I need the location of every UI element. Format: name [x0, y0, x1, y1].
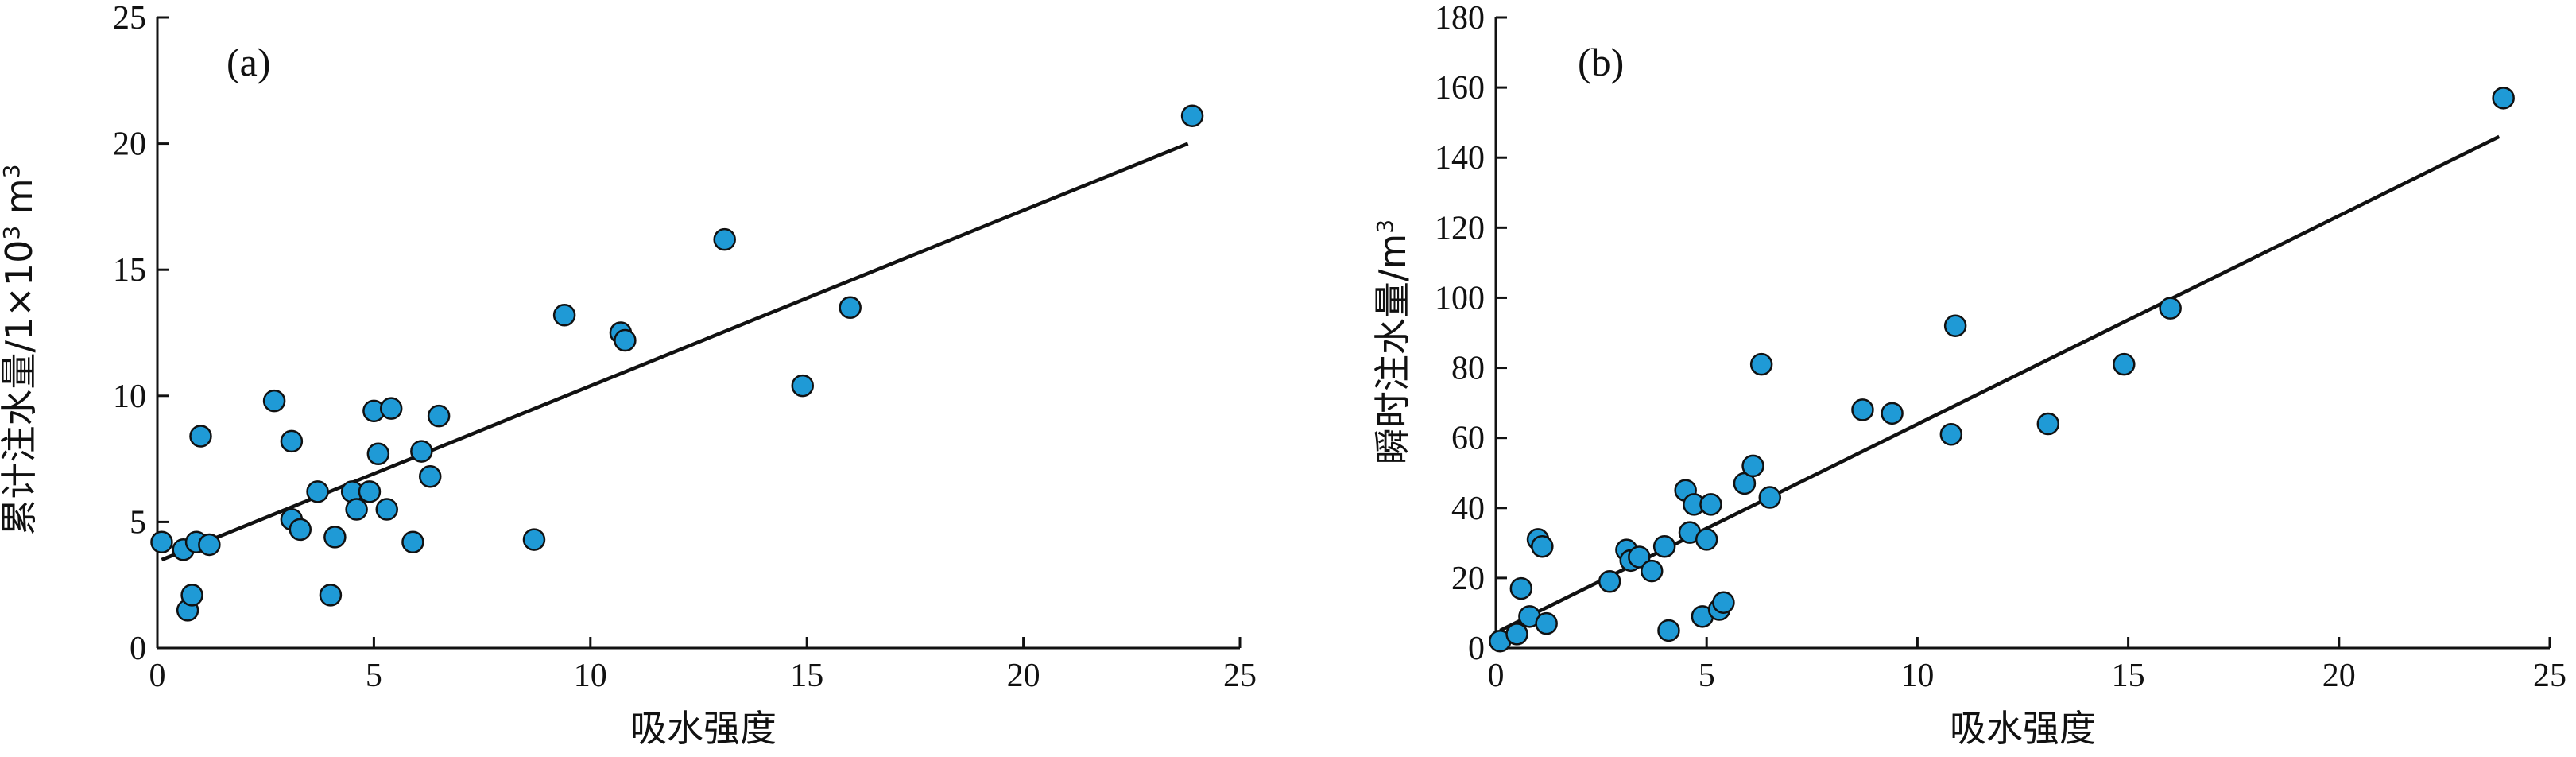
- data-point-b: [1712, 591, 1735, 614]
- y-tick-label-b: 0: [1468, 631, 1485, 667]
- data-point-a: [713, 227, 736, 251]
- data-point-a: [1180, 104, 1204, 127]
- y-axis-title-a-main: 累计注水量/1×10: [0, 240, 41, 536]
- data-point-b: [1505, 623, 1528, 646]
- data-point-b: [1851, 398, 1874, 421]
- data-point-b: [1695, 528, 1718, 551]
- data-point-b: [1758, 486, 1782, 509]
- y-tick-label-b: 160: [1435, 70, 1485, 107]
- chart-panel-a: (a) 吸水强度 累计注水量/1×103 m3 0 5 10 15 20 25051015…: [0, 0, 1257, 750]
- data-point-a: [522, 528, 546, 551]
- data-point-a: [198, 533, 221, 557]
- x-tick-label-a: 0: [149, 658, 166, 694]
- x-axis-title-b: 吸水强度: [1950, 707, 2096, 750]
- x-tick-label-a: 10: [574, 658, 607, 694]
- data-point-b: [2113, 352, 2136, 376]
- y-axis-title-b-exp: 3: [1372, 219, 1398, 234]
- data-point-a: [839, 296, 862, 320]
- y-axis-title-b: 瞬时注水量/m3: [1371, 219, 1414, 464]
- data-point-b: [1939, 423, 1963, 446]
- x-tick-label-a: 20: [1007, 658, 1040, 694]
- data-point-b: [1699, 493, 1722, 516]
- data-point-a: [289, 518, 312, 542]
- data-point-b: [2159, 297, 2182, 320]
- data-point-a: [306, 480, 329, 503]
- x-tick-label-b: 0: [1488, 658, 1505, 694]
- y-tick-label-b: 120: [1435, 210, 1485, 247]
- data-point-a: [614, 328, 637, 352]
- y-tick-label-b: 80: [1451, 351, 1485, 387]
- data-point-b: [1598, 570, 1621, 593]
- data-point-a: [427, 404, 451, 428]
- x-tick-label-b: 15: [2112, 658, 2145, 694]
- x-tick-label-a: 15: [790, 658, 823, 694]
- y-axis-title-b-main: 瞬时注水量/m: [1371, 234, 1414, 464]
- y-tick-label-b: 20: [1451, 561, 1485, 597]
- y-tick-label-b: 100: [1435, 280, 1485, 316]
- data-point-a: [410, 440, 433, 463]
- y-tick-label-a: 20: [113, 126, 146, 163]
- y-tick-label-a: 5: [130, 504, 146, 541]
- data-point-b: [1741, 454, 1764, 478]
- x-tick-label-a: 5: [366, 658, 382, 694]
- data-point-b: [1881, 402, 1904, 425]
- data-point-b: [1628, 545, 1651, 569]
- x-tick-label-b: 5: [1699, 658, 1715, 694]
- data-point-a: [418, 465, 442, 488]
- y-tick-label-b: 140: [1435, 140, 1485, 177]
- data-point-b: [1749, 352, 1773, 376]
- data-point-a: [180, 584, 203, 607]
- data-point-a: [366, 442, 390, 466]
- y-tick-label-b: 180: [1435, 0, 1485, 37]
- data-point-b: [1531, 534, 1554, 558]
- data-point-a: [345, 498, 368, 521]
- x-tick-label-b: 10: [1900, 658, 1934, 694]
- y-tick-label-a: 10: [113, 378, 146, 415]
- y-axis-title-a-unit: m: [0, 178, 41, 225]
- x-tick-label-b: 20: [2322, 658, 2356, 694]
- data-point-a: [262, 389, 286, 413]
- y-tick-label-a: 25: [113, 0, 146, 37]
- x-tick-label-a: 25: [1223, 658, 1257, 694]
- data-point-a: [401, 530, 424, 554]
- data-point-a: [375, 498, 398, 521]
- y-tick-label-a: 0: [130, 631, 146, 667]
- data-point-b: [1652, 534, 1676, 558]
- x-tick-label-b: 25: [2533, 658, 2566, 694]
- data-point-b: [1657, 619, 1680, 642]
- data-point-b: [1943, 314, 1967, 337]
- chart-panel-b: (b) 吸水强度 瞬时注水量/m3 0 5 10 15 20 25 0 20 40 60 80 100…: [1371, 0, 2566, 750]
- data-point-b: [1535, 611, 1558, 635]
- data-point-a: [791, 374, 815, 398]
- data-point-a: [189, 425, 212, 448]
- fit-line-a: [161, 142, 1189, 562]
- data-point-a: [552, 304, 576, 327]
- data-point-a: [358, 480, 382, 503]
- data-point-b: [2036, 412, 2060, 436]
- data-point-b: [1640, 559, 1664, 583]
- data-point-b: [1509, 576, 1533, 600]
- data-point-a: [379, 397, 403, 420]
- data-point-a: [319, 584, 343, 607]
- data-point-a: [150, 530, 173, 554]
- panel-label-b: (b): [1578, 40, 1624, 84]
- y-axis-title-a-exp: 3: [0, 226, 25, 240]
- x-axis-title-a: 吸水强度: [630, 707, 777, 750]
- panel-label-a: (a): [227, 40, 271, 84]
- y-axis-title-a: 累计注水量/1×103 m3: [0, 165, 41, 536]
- y-tick-label-b: 40: [1451, 491, 1485, 527]
- data-point-a: [280, 429, 304, 453]
- data-point-b: [2492, 87, 2515, 110]
- data-point-a: [323, 526, 347, 549]
- y-tick-label-a: 15: [113, 252, 146, 289]
- y-axis-title-a-unit-exp: 3: [0, 165, 25, 179]
- y-tick-label-b: 60: [1451, 421, 1485, 457]
